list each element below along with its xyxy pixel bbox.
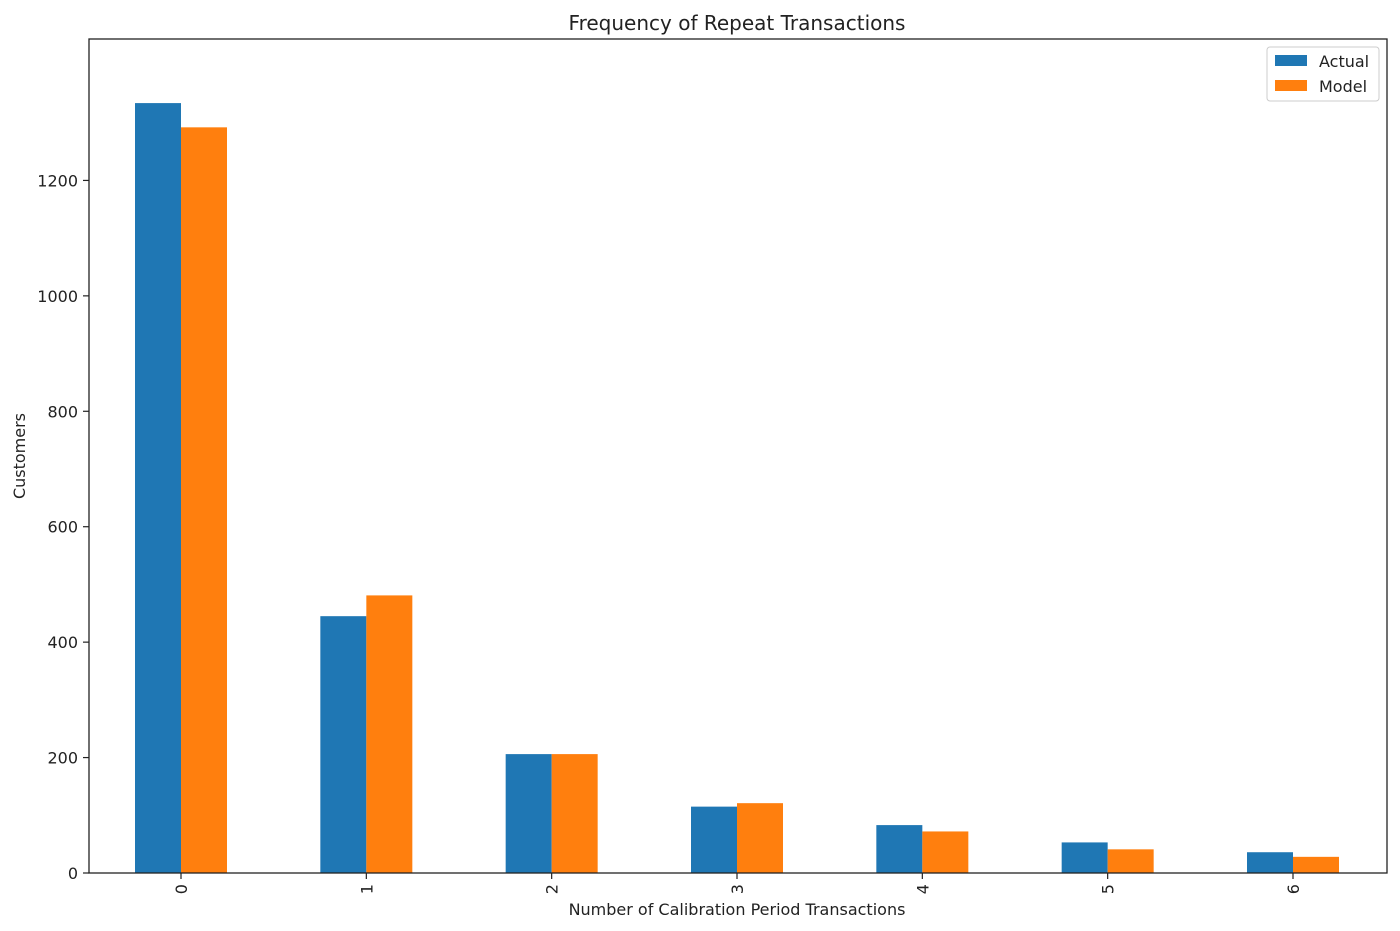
plot-frame <box>88 38 1388 874</box>
y-tick-label: 200 <box>47 749 78 768</box>
bars-group <box>135 103 1339 874</box>
bar-actual-6 <box>1247 852 1293 873</box>
legend: Actual Model <box>1266 46 1380 102</box>
y-axis: 0 200 400 600 800 1000 1200 <box>37 171 89 883</box>
bar-actual-2 <box>505 754 552 873</box>
y-tick-label: 1200 <box>37 171 78 190</box>
x-tick-label: 4 <box>913 884 932 894</box>
chart-title: Frequency of Repeat Transactions <box>569 11 906 35</box>
bar-model-1 <box>366 595 413 873</box>
y-axis-title: Customers <box>10 413 29 499</box>
legend-swatch-actual <box>1275 55 1307 66</box>
bar-actual-3 <box>691 806 737 873</box>
x-axis-title: Number of Calibration Period Transaction… <box>569 900 906 919</box>
bar-actual-5 <box>1061 842 1108 873</box>
x-tick-label: 2 <box>543 884 562 894</box>
y-tick-label: 0 <box>68 864 78 883</box>
x-axis: 0 1 2 3 4 5 6 <box>172 873 1303 894</box>
legend-swatch-model <box>1275 80 1307 91</box>
x-tick-label: 1 <box>357 884 376 894</box>
bar-actual-1 <box>320 616 367 873</box>
x-tick-label: 0 <box>172 884 191 894</box>
bar-actual-4 <box>876 825 923 873</box>
legend-label-actual: Actual <box>1319 52 1369 71</box>
y-tick-label: 1000 <box>37 287 78 306</box>
bar-model-4 <box>922 831 969 873</box>
legend-label-model: Model <box>1319 77 1367 96</box>
x-tick-label: 5 <box>1099 884 1118 894</box>
x-tick-label: 3 <box>728 884 747 894</box>
bar-model-0 <box>181 127 227 874</box>
bar-model-3 <box>737 803 783 873</box>
y-tick-label: 800 <box>47 402 78 421</box>
y-tick-label: 600 <box>47 518 78 537</box>
bar-actual-0 <box>135 103 181 873</box>
bar-model-5 <box>1107 849 1154 873</box>
x-tick-label: 6 <box>1284 884 1303 894</box>
bar-model-2 <box>551 754 598 873</box>
y-tick-label: 400 <box>47 633 78 652</box>
bar-model-6 <box>1293 856 1339 873</box>
